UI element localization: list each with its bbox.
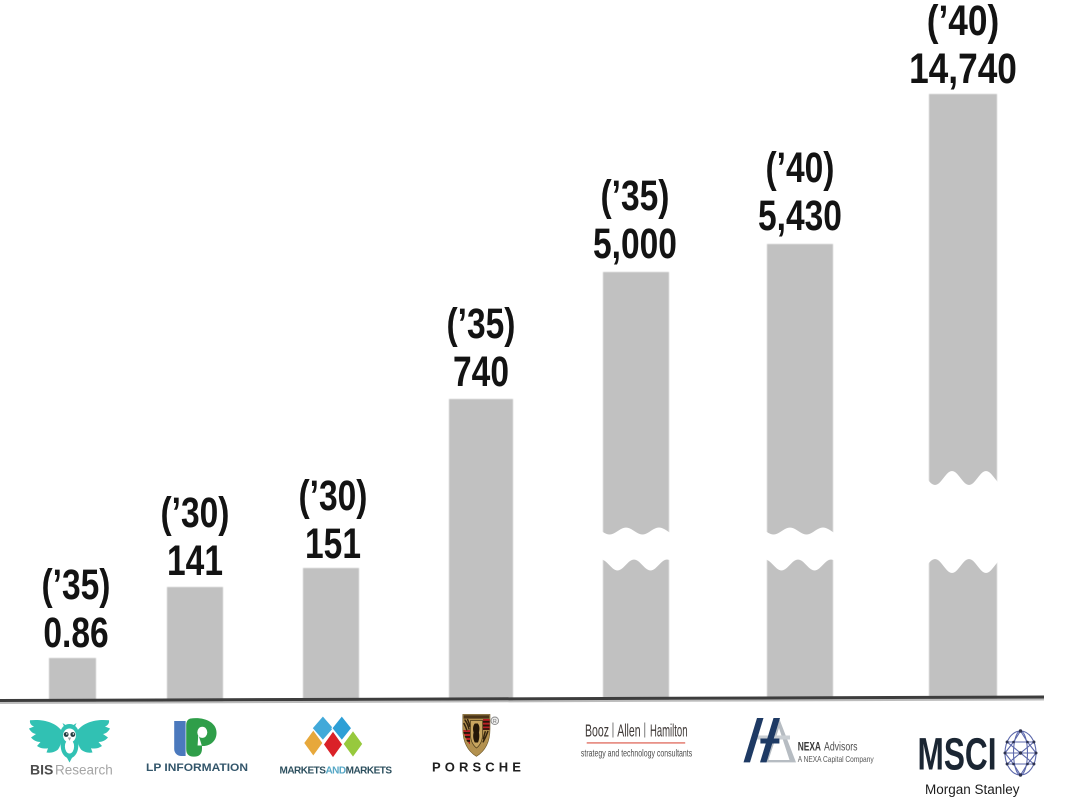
svg-text:Morgan Stanley: Morgan Stanley: [925, 782, 1020, 797]
svg-text:Hamilton: Hamilton: [650, 721, 688, 741]
svg-text:A NEXA Capital Company: A NEXA Capital Company: [798, 754, 875, 764]
svg-text:NEXA: NEXA: [798, 741, 821, 753]
svg-text:strategy and technology consul: strategy and technology consultants: [581, 748, 692, 759]
svg-text:BIS: BIS: [30, 762, 53, 778]
svg-text:LP INFORMATION: LP INFORMATION: [146, 762, 248, 774]
svg-text:MSCI: MSCI: [918, 729, 997, 780]
svg-text:Booz: Booz: [585, 721, 609, 741]
svg-text:Advisors: Advisors: [824, 741, 858, 753]
svg-text:MARKETSANDMARKETS: MARKETSANDMARKETS: [280, 766, 393, 777]
svg-text:Research: Research: [55, 763, 113, 778]
svg-text:R: R: [493, 719, 497, 725]
svg-text:Allen: Allen: [617, 721, 640, 741]
svg-text:PORSCHE: PORSCHE: [432, 759, 525, 774]
